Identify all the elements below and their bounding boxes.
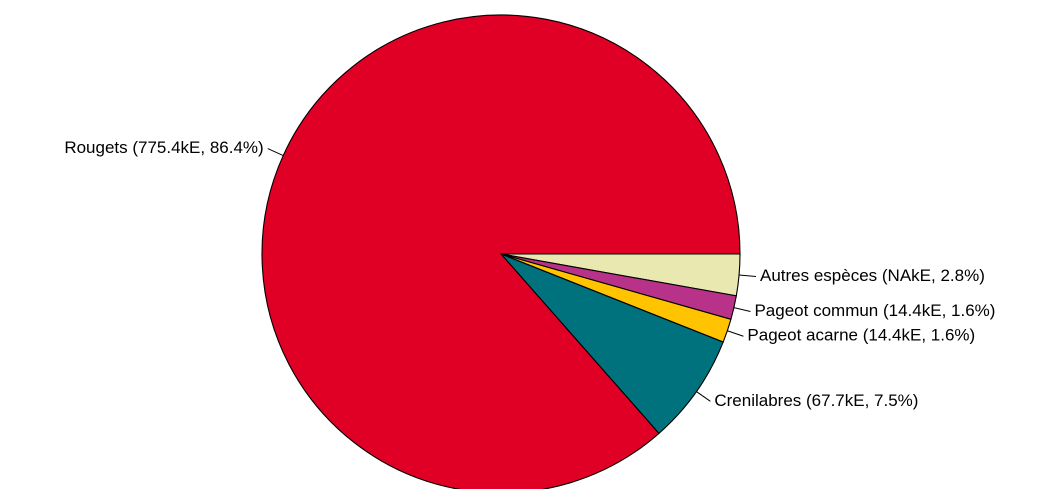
pie-slice-rougets: [261, 14, 741, 489]
leader-line-pageot-acarne: [727, 330, 744, 337]
leader-line-rougets: [267, 148, 284, 157]
labels-layer: Autres espèces (NAkE, 2.8%) Pageot commun…: [64, 138, 995, 410]
slice-label-crenilabres: Crenilabres (67.7kE, 7.5%): [714, 391, 918, 410]
slice-label-rougets: Rougets (775.4kE, 86.4%): [64, 138, 263, 157]
slices-layer: [261, 14, 741, 489]
leader-line-autres-especes: [739, 274, 757, 278]
leader-line-pageot-commun: [733, 307, 751, 312]
slice-label-pageot-commun: Pageot commun (14.4kE, 1.6%): [754, 301, 995, 320]
pie-slice-crenilabres: [500, 253, 724, 435]
leader-lines-layer: [267, 148, 757, 402]
slice-label-pageot-acarne: Pageot acarne (14.4kE, 1.6%): [747, 326, 975, 345]
leader-line-crenilabres: [696, 391, 711, 402]
slice-label-autres-especes: Autres espèces (NAkE, 2.8%): [760, 266, 985, 285]
